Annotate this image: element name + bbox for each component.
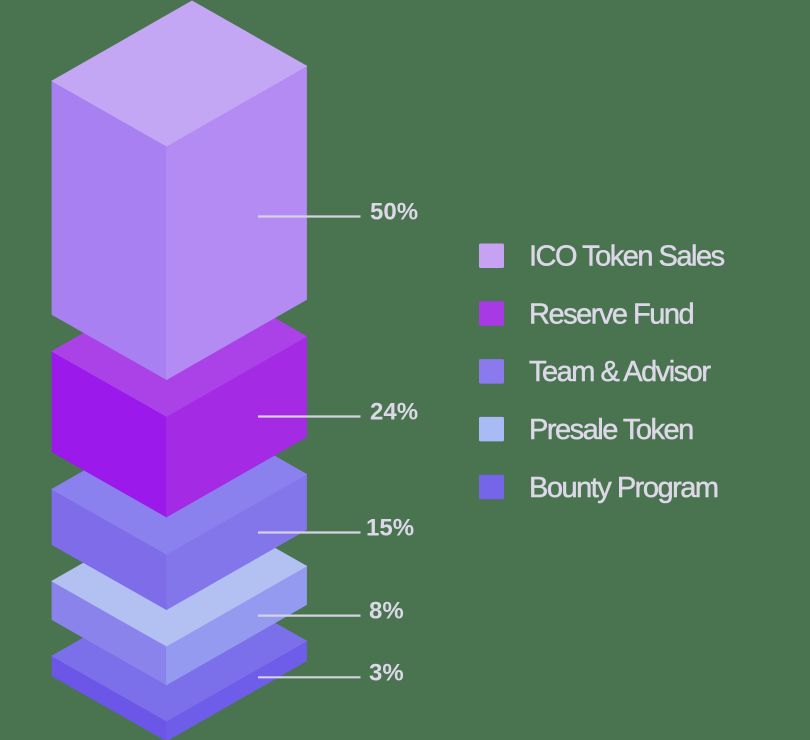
svg-text:Presale Token: Presale Token (529, 414, 693, 446)
svg-text:3%: 3% (369, 659, 404, 686)
svg-text:8%: 8% (369, 598, 404, 625)
svg-text:50%: 50% (370, 199, 418, 226)
svg-text:Reserve Fund: Reserve Fund (529, 298, 694, 330)
svg-text:Team & Advisor: Team & Advisor (529, 356, 711, 388)
svg-text:15%: 15% (366, 515, 414, 542)
svg-text:ICO Token Sales: ICO Token Sales (529, 241, 725, 273)
svg-text:Bounty Program: Bounty Program (529, 472, 718, 504)
svg-text:24%: 24% (370, 399, 418, 426)
